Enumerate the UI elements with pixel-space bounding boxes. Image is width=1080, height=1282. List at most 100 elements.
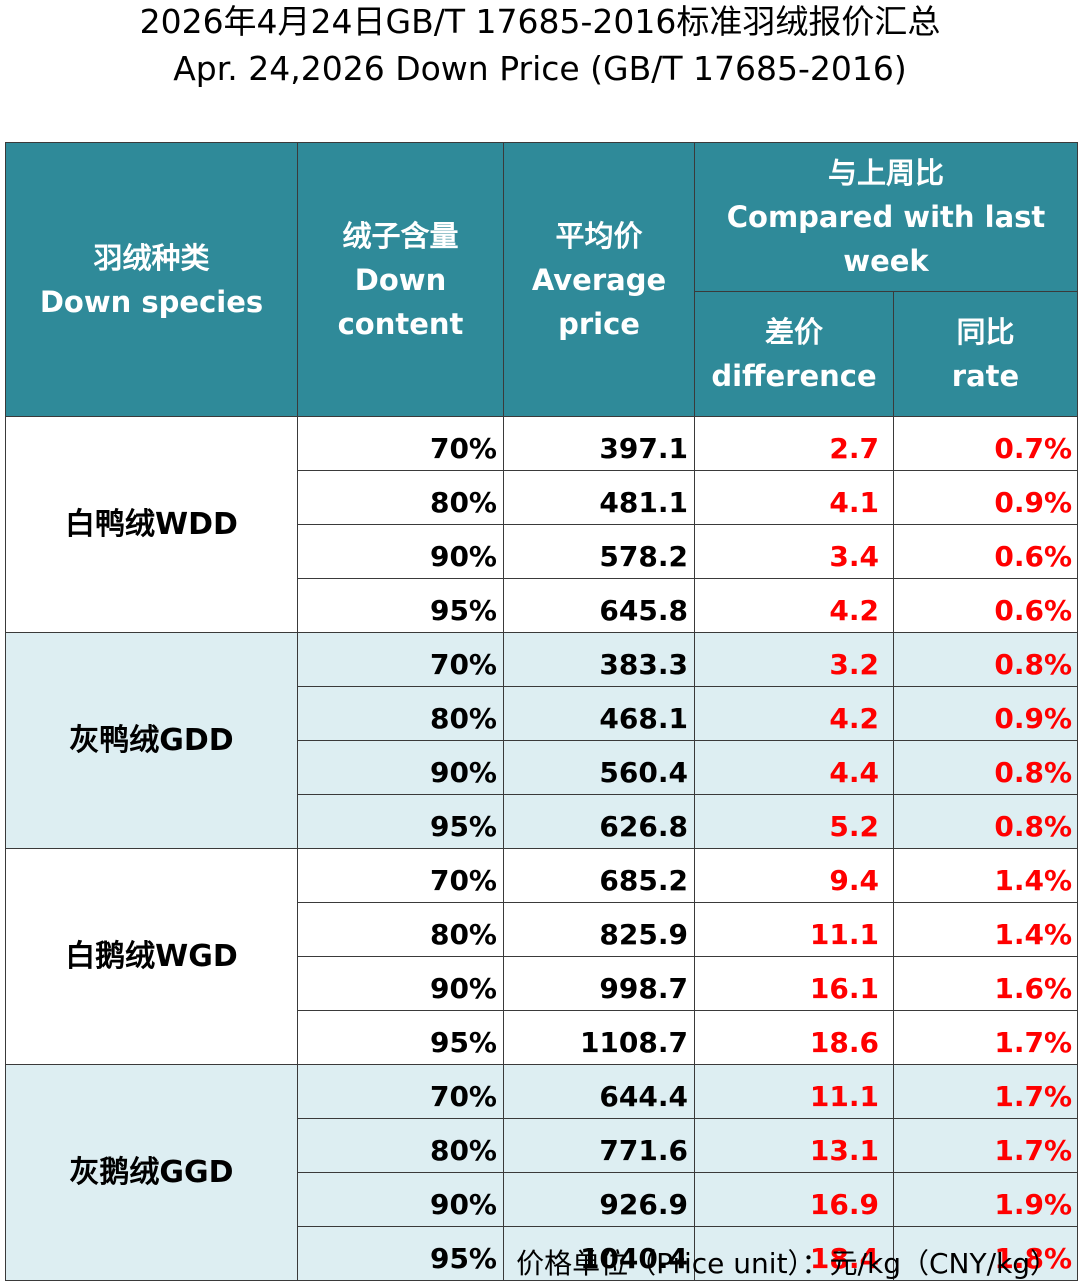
difference-cell: 9.4 bbox=[694, 848, 894, 903]
table-row: 95% 1040.4 18.4 1.8% bbox=[6, 1226, 1079, 1281]
average-price-cell: 468.1 bbox=[503, 686, 695, 741]
down-content-cell: 70% bbox=[297, 632, 504, 687]
species-header-en: Down species bbox=[39, 284, 264, 319]
species-cell: 灰鹅绒GGD bbox=[5, 1064, 298, 1281]
difference-cell: 4.2 bbox=[694, 686, 894, 741]
down-content-cell: 95% bbox=[297, 1010, 504, 1065]
species-cell: 白鹅绒WGD bbox=[5, 848, 298, 1065]
average-price-cell: 771.6 bbox=[503, 1118, 695, 1173]
average-price-header-en-2: price bbox=[558, 306, 640, 341]
rate-cell: 1.8% bbox=[892, 1226, 1079, 1281]
table-row: 白鹅绒WGD 70% 685.2 9.4 1.4% bbox=[5, 848, 1079, 1065]
down-content-cell: 90% bbox=[297, 956, 504, 1011]
down-content-cell: 90% bbox=[297, 1172, 504, 1227]
compare-header-cn: 与上周比 bbox=[828, 156, 945, 190]
rate-cell: 1.9% bbox=[892, 1172, 1079, 1227]
content-header-cn: 绒子含量 bbox=[342, 218, 459, 253]
rate-cell: 0.6% bbox=[892, 524, 1079, 579]
table-row: 80% 825.9 11.1 1.4% bbox=[6, 902, 1079, 957]
table-row: 灰鸭绒GDD 70% 383.3 3.2 0.8% bbox=[5, 632, 1079, 849]
average-price-cell: 1108.7 bbox=[503, 1010, 695, 1065]
rate-cell: 0.7% bbox=[892, 416, 1079, 471]
average-price-cell: 397.1 bbox=[503, 416, 695, 471]
page-title-cn: 2026年4月24日GB/T 17685-2016标准羽绒报价汇总 bbox=[139, 2, 941, 41]
rate-cell: 0.6% bbox=[892, 578, 1079, 633]
content-header: 绒子含量 Down content bbox=[297, 142, 504, 417]
average-price-header: 平均价 Average price bbox=[503, 142, 695, 417]
down-price-table: 羽绒种类 Down species 绒子含量 Down content 平均价 … bbox=[5, 142, 1079, 1281]
rate-cell: 0.9% bbox=[892, 470, 1079, 525]
difference-header: 差价 difference bbox=[694, 291, 894, 417]
compare-header: 与上周比 Compared with last week bbox=[693, 142, 1079, 292]
table-row: 90% 560.4 4.4 0.8% bbox=[6, 740, 1079, 795]
rate-cell: 0.8% bbox=[892, 740, 1079, 795]
rate-cell: 1.7% bbox=[892, 1010, 1079, 1065]
species-cell: 灰鸭绒GDD bbox=[5, 632, 298, 849]
rate-cell: 1.7% bbox=[892, 1064, 1079, 1119]
average-price-cell: 578.2 bbox=[503, 524, 695, 579]
down-content-cell: 80% bbox=[297, 902, 504, 957]
difference-cell: 3.2 bbox=[694, 632, 894, 687]
difference-cell: 13.1 bbox=[694, 1118, 894, 1173]
average-price-cell: 481.1 bbox=[503, 470, 695, 525]
rate-cell: 0.8% bbox=[892, 632, 1079, 687]
table-row: 80% 771.6 13.1 1.7% bbox=[6, 1118, 1079, 1173]
difference-cell: 4.2 bbox=[694, 578, 894, 633]
down-content-cell: 80% bbox=[297, 1118, 504, 1173]
difference-cell: 2.7 bbox=[694, 416, 894, 471]
average-price-cell: 644.4 bbox=[503, 1064, 695, 1119]
difference-cell: 18.4 bbox=[694, 1226, 894, 1281]
down-content-cell: 70% bbox=[297, 848, 504, 903]
average-price-cell: 998.7 bbox=[503, 956, 695, 1011]
average-price-cell: 626.8 bbox=[503, 794, 695, 849]
difference-cell: 16.1 bbox=[694, 956, 894, 1011]
difference-cell: 18.6 bbox=[694, 1010, 894, 1065]
difference-cell: 11.1 bbox=[694, 902, 894, 957]
compare-header-en-2: week bbox=[843, 244, 929, 278]
average-price-header-cn: 平均价 bbox=[555, 218, 643, 253]
down-content-cell: 70% bbox=[297, 416, 504, 471]
average-price-cell: 926.9 bbox=[503, 1172, 695, 1227]
down-content-cell: 95% bbox=[297, 794, 504, 849]
rate-header: 同比 rate bbox=[892, 291, 1079, 417]
rate-cell: 1.7% bbox=[892, 1118, 1079, 1173]
table-row: 90% 998.7 16.1 1.6% bbox=[6, 956, 1079, 1011]
compare-header-en-1: Compared with last bbox=[726, 200, 1046, 234]
difference-cell: 11.1 bbox=[694, 1064, 894, 1119]
species-header-cn: 羽绒种类 bbox=[93, 240, 210, 275]
down-content-cell: 95% bbox=[297, 1226, 504, 1281]
content-header-en-2: content bbox=[337, 306, 464, 341]
difference-cell: 5.2 bbox=[694, 794, 894, 849]
average-price-cell: 645.8 bbox=[503, 578, 695, 633]
table-row: 90% 926.9 16.9 1.9% bbox=[6, 1172, 1079, 1227]
price-unit-note: 价格单位（Price unit）：元/kg（CNY/kg） bbox=[516, 1247, 1058, 1280]
rate-cell: 1.6% bbox=[892, 956, 1079, 1011]
average-price-cell: 685.2 bbox=[503, 848, 695, 903]
rate-cell: 1.4% bbox=[892, 848, 1079, 903]
table-row: 90% 578.2 3.4 0.6% bbox=[6, 524, 1079, 579]
down-content-cell: 95% bbox=[297, 578, 504, 633]
table-row: 95% 645.8 4.2 0.6% bbox=[6, 578, 1079, 633]
average-price-cell: 825.9 bbox=[503, 902, 695, 957]
rate-header-en: rate bbox=[951, 359, 1020, 393]
down-content-cell: 90% bbox=[297, 524, 504, 579]
table-row: 灰鹅绒GGD 70% 644.4 11.1 1.7% bbox=[5, 1064, 1079, 1281]
average-price-cell: 383.3 bbox=[503, 632, 695, 687]
down-content-cell: 70% bbox=[297, 1064, 504, 1119]
difference-cell: 3.4 bbox=[694, 524, 894, 579]
difference-header-cn: 差价 bbox=[764, 315, 823, 349]
table-row: 白鸭绒WDD 70% 397.1 2.7 0.7% bbox=[5, 416, 1079, 633]
page-title-en: Apr. 24,2026 Down Price (GB/T 17685-2016… bbox=[173, 49, 907, 88]
average-price-cell: 560.4 bbox=[503, 740, 695, 795]
rate-cell: 1.4% bbox=[892, 902, 1079, 957]
average-price-header-en-1: Average bbox=[531, 262, 667, 297]
species-cell: 白鸭绒WDD bbox=[5, 416, 298, 633]
rate-header-cn: 同比 bbox=[956, 315, 1015, 349]
down-content-cell: 80% bbox=[297, 470, 504, 525]
rate-cell: 0.8% bbox=[892, 794, 1079, 849]
average-price-cell: 1040.4 bbox=[503, 1226, 695, 1281]
rate-cell: 0.9% bbox=[892, 686, 1079, 741]
table-row: 80% 481.1 4.1 0.9% bbox=[6, 470, 1079, 525]
table-row: 95% 626.8 5.2 0.8% bbox=[6, 794, 1079, 849]
down-content-cell: 90% bbox=[297, 740, 504, 795]
